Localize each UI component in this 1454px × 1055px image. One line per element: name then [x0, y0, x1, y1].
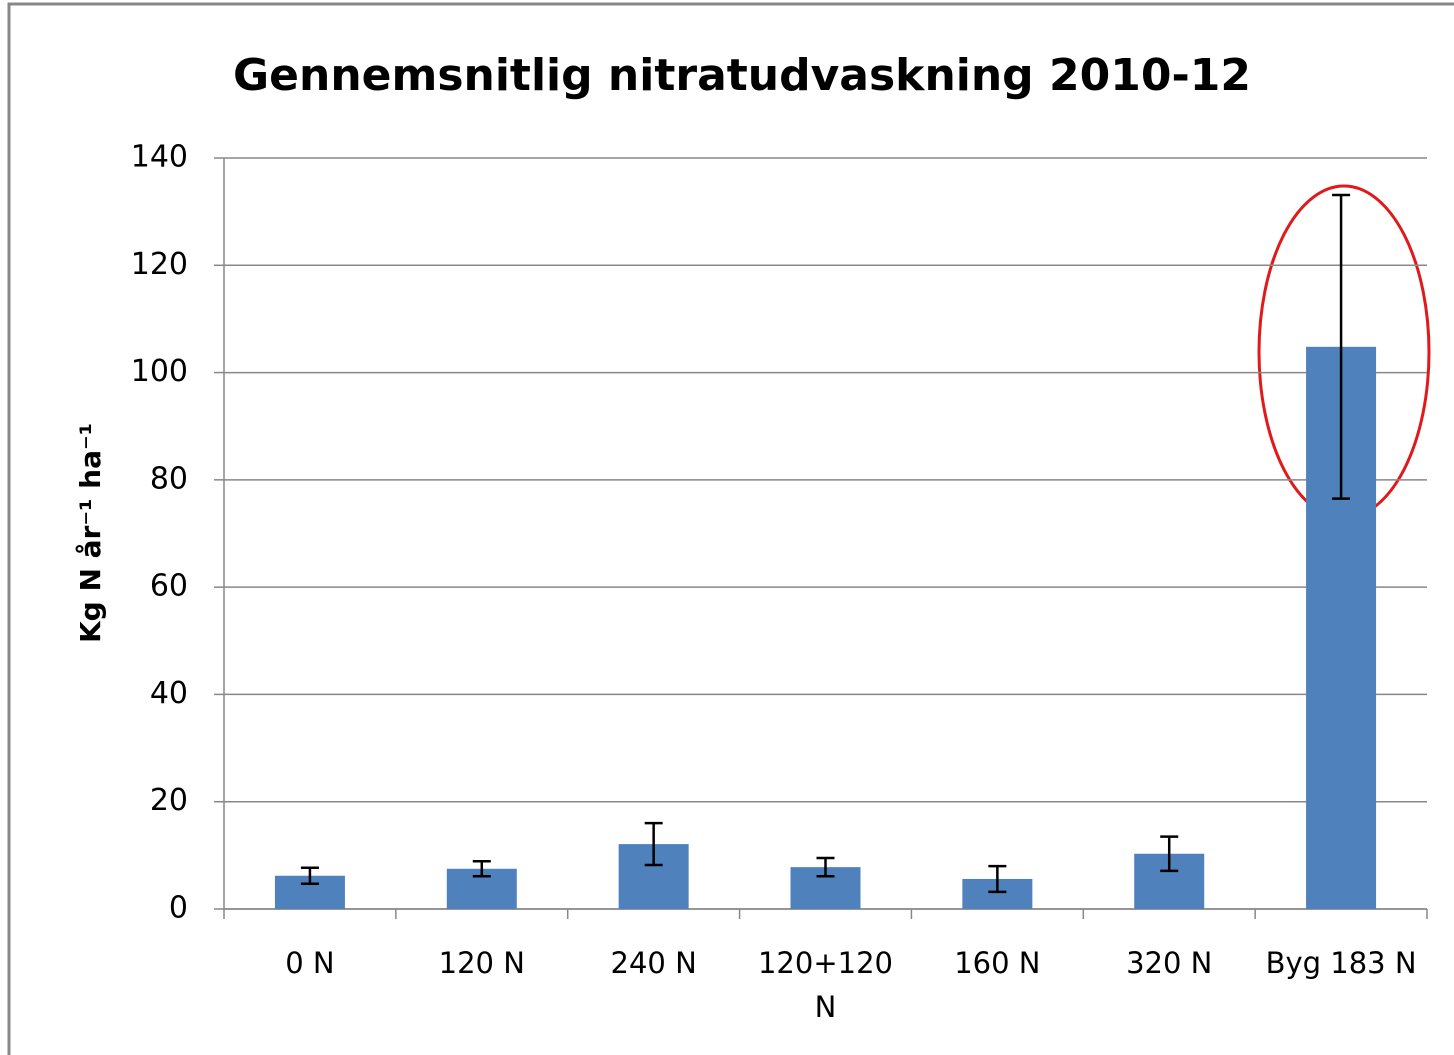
x-tick-label: Byg 183 N — [1265, 946, 1417, 980]
y-axis-label: Kg N år⁻¹ ha⁻¹ — [74, 423, 107, 643]
chart-title: Gennemsnitlig nitratudvaskning 2010-12 — [233, 50, 1251, 101]
y-tick-label: 80 — [150, 461, 188, 496]
frame — [7, 2, 1454, 1055]
x-tick-label: 120+120 N — [757, 946, 893, 1024]
y-tick-label: 0 — [169, 891, 188, 926]
y-tick-label: 140 — [131, 140, 188, 175]
x-tick-label: 240 N — [610, 946, 697, 980]
x-tick-label: 320 N — [1126, 946, 1213, 980]
y-tick-label: 40 — [150, 676, 188, 711]
x-tick-label: 0 N — [285, 946, 335, 980]
y-tick-label: 60 — [150, 569, 188, 604]
y-tick-label: 120 — [131, 247, 188, 282]
x-tick-label: 120 N — [438, 946, 525, 980]
y-tick-label: 20 — [150, 783, 188, 818]
x-tick-label: 160 N — [954, 946, 1041, 980]
y-tick-label: 100 — [131, 354, 188, 389]
